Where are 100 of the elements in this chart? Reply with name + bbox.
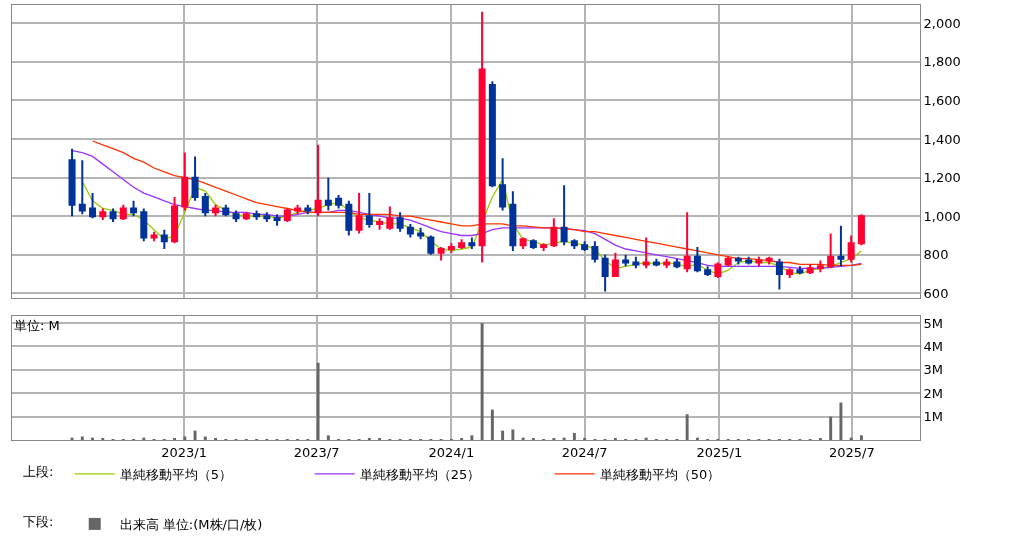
x-tick-label: 2023/1 [161,444,207,460]
candlestick [591,240,599,264]
y-tick-label: 3M [923,362,944,378]
candlestick [427,234,435,256]
candlestick [263,211,271,223]
candlestick [540,242,548,252]
candlestick [745,255,753,266]
candlestick [119,203,127,222]
candlestick [253,209,261,222]
candlestick [529,238,537,250]
candlestick [140,207,148,243]
candlestick [601,253,609,293]
candlestick [324,176,332,212]
bar [859,435,863,440]
y-tick-label: 1,400 [923,131,961,147]
y-tick-label: 2M [923,385,944,401]
candlestick [786,267,794,279]
bar [572,432,576,440]
candlestick [386,205,394,231]
x-tick-label: 2024/7 [561,444,608,460]
candlestick [734,255,742,266]
y-tick-label: 1M [923,409,944,425]
bar [685,414,689,440]
bar [829,416,833,440]
candlestick [242,211,250,222]
y-tick-label: 800 [923,247,949,263]
x-tick-label: 2024/1 [428,444,475,460]
y-tick-label: 1,000 [923,208,961,224]
x-tick-label: 2025/1 [696,444,743,460]
y-tick-label: 1,800 [923,54,961,70]
candlestick [365,192,373,229]
bar [183,436,187,440]
bar [203,436,207,440]
candlestick [837,224,845,268]
candlestick [447,242,455,254]
x-tick-label: 2025/7 [829,444,875,460]
candlestick [150,230,158,243]
candlestick [181,151,189,212]
candlestick [171,195,179,245]
candlestick [550,217,558,249]
x-tick-label: 2023/7 [293,444,340,460]
candlestick [683,211,691,274]
candlestick [130,199,138,218]
candlestick [78,159,86,216]
candlestick [458,238,466,250]
bar [511,429,515,440]
candlestick [355,192,363,235]
bar [839,402,843,440]
legend-label: 出来高 単位:(M株/口/枚) [119,516,263,532]
candlestick [755,255,763,268]
candlestick [857,213,865,247]
candlestick [693,246,701,274]
candlestick [160,228,168,250]
candlestick [283,207,291,223]
bar [480,323,484,440]
candlestick [335,193,343,210]
legend-title: 上段: [23,463,62,479]
candlestick [509,190,517,252]
candlestick [437,246,445,262]
candlestick [406,222,414,239]
y-tick-label: 2,000 [923,15,961,31]
candlestick [396,211,404,233]
candlestick [488,80,496,189]
candlestick [816,259,824,274]
candlestick [611,251,619,278]
bar [470,435,474,440]
candlestick [304,203,312,216]
legend-label: 単純移動平均（5） [119,466,233,482]
legend-label: 単純移動平均（25） [359,466,481,482]
candlestick [468,236,476,250]
candlestick [642,236,650,270]
candlestick [622,253,630,268]
candlestick [222,203,230,218]
bar [326,435,330,440]
candlestick [499,157,507,212]
candlestick [663,257,671,270]
candlestick [109,207,117,223]
candlestick [201,192,209,218]
y-tick-label: 1,200 [923,170,961,186]
bar [501,430,505,440]
candlestick [314,143,322,218]
candlestick [345,199,353,237]
candlestick [704,265,712,278]
candlestick [714,261,722,279]
candlestick [806,263,814,276]
candlestick [632,255,640,270]
candlestick [376,217,384,231]
candlestick [765,255,773,266]
candlestick [581,240,589,252]
candlestick [68,147,76,218]
candlestick [232,209,240,223]
bar [490,409,494,440]
candlestick [89,192,97,220]
candlestick [560,184,568,247]
candlestick [294,203,302,216]
candlestick [99,207,107,222]
line-series [81,178,863,275]
candlestick [212,203,220,218]
candlestick [827,232,835,270]
candlestick [191,155,199,202]
